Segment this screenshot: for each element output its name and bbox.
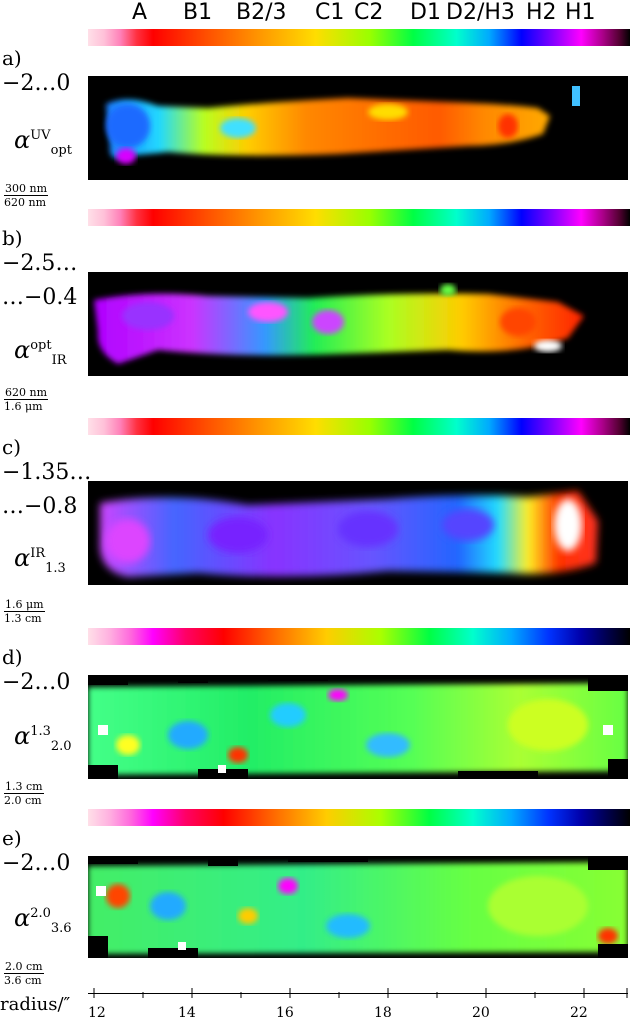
panel-letter-a: a) xyxy=(2,46,22,70)
radius-axis-ticks xyxy=(93,988,628,998)
wavelength-fraction-d: 1.3 cm 2.0 cm xyxy=(4,780,44,807)
panel-letter-e: e) xyxy=(2,826,22,850)
region-label-c1: C1 xyxy=(315,0,345,25)
radius-axis-line xyxy=(88,993,628,994)
wavelength-fraction-a: 300 nm 620 nm xyxy=(4,182,49,209)
spectral-index-map-c xyxy=(88,481,628,585)
wavelength-fraction-b: 620 nm 1.6 μm xyxy=(4,386,49,413)
region-label-h1: H1 xyxy=(565,0,596,25)
range-c-line1: −1.35… xyxy=(2,460,92,485)
wavelength-fraction-c: 1.6 μm 1.3 cm xyxy=(4,598,45,625)
panel-letter-c: c) xyxy=(2,435,22,459)
range-e: −2…0 xyxy=(2,851,71,876)
radius-axis-label: radius/″ xyxy=(0,994,71,1015)
alpha-label-a: αUVopt xyxy=(14,126,72,158)
spectral-index-map-a xyxy=(88,76,628,180)
region-label-h2: H2 xyxy=(526,0,557,25)
tick-label-14: 14 xyxy=(178,1005,196,1021)
region-label-c2: C2 xyxy=(354,0,384,25)
range-a: −2…0 xyxy=(2,71,71,96)
wavelength-fraction-e: 2.0 cm 3.6 cm xyxy=(4,960,44,987)
spectral-index-map-d xyxy=(88,675,628,779)
tick-label-12: 12 xyxy=(88,1005,106,1021)
tick-label-20: 20 xyxy=(472,1005,490,1021)
region-label-a: A xyxy=(132,0,148,25)
colorbar-a xyxy=(88,29,630,46)
tick-label-18: 18 xyxy=(374,1005,392,1021)
alpha-label-b: αoptIR xyxy=(14,336,67,368)
range-d: −2…0 xyxy=(2,670,71,695)
alpha-label-d: α1.32.0 xyxy=(14,722,72,754)
colorbar-e xyxy=(88,809,630,826)
tick-label-16: 16 xyxy=(276,1005,294,1021)
spectral-index-map-e xyxy=(88,856,628,958)
alpha-label-c: αIR1.3 xyxy=(14,544,66,576)
alpha-label-e: α2.03.6 xyxy=(14,904,72,936)
colorbar-c xyxy=(88,418,630,435)
region-label-b1: B1 xyxy=(183,0,213,25)
region-label-b23: B2/3 xyxy=(236,0,287,25)
region-label-d2h3: D2/H3 xyxy=(446,0,515,25)
tick-label-22: 22 xyxy=(570,1005,588,1021)
colorbar-b xyxy=(88,209,630,226)
spectral-index-map-b xyxy=(88,272,628,376)
panel-letter-d: d) xyxy=(2,645,23,669)
range-b-line1: −2.5… xyxy=(2,251,78,276)
colorbar-d xyxy=(88,628,630,645)
panel-letter-b: b) xyxy=(2,226,23,250)
region-label-d1: D1 xyxy=(410,0,441,25)
range-b-line2: …−0.4 xyxy=(2,285,78,310)
range-c-line2: …−0.8 xyxy=(2,494,78,519)
